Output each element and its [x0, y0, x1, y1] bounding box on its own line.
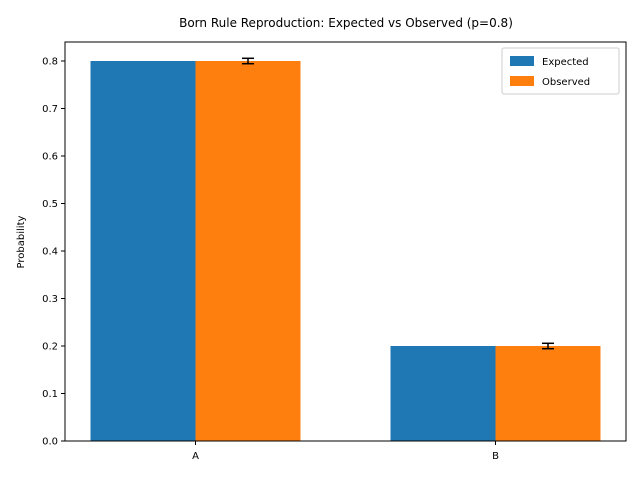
- y-tick-label: 0.5: [42, 199, 58, 210]
- y-tick-label: 0.6: [42, 152, 58, 163]
- bar-observed-a: [195, 61, 301, 441]
- legend: Expected Observed: [501, 47, 620, 95]
- plot-frame: [64, 41, 627, 442]
- y-tick-label: 0.1: [42, 389, 58, 400]
- y-axis-label: Probability: [16, 215, 27, 268]
- bars-group: [90, 61, 601, 441]
- bar-expected-b: [390, 346, 496, 441]
- x-tick-label-a: A: [192, 451, 199, 462]
- y-tick-label: 0.4: [42, 247, 58, 258]
- legend-label-observed: Observed: [542, 77, 590, 88]
- legend-swatch-observed: [510, 76, 534, 86]
- x-tick-label-b: B: [492, 451, 499, 462]
- legend-swatch-expected: [510, 56, 534, 66]
- y-tick-label: 0.2: [42, 342, 58, 353]
- bar-observed-b: [495, 346, 601, 441]
- y-tick-label: 0.0: [42, 437, 58, 448]
- y-tick-label: 0.3: [42, 294, 58, 305]
- legend-label-expected: Expected: [542, 57, 589, 68]
- bar-expected-a: [90, 61, 196, 441]
- chart-title: Born Rule Reproduction: Expected vs Obse…: [179, 16, 513, 30]
- y-tick-label: 0.8: [42, 57, 58, 68]
- error-bars-group: [242, 57, 554, 350]
- y-axis: 0.0 0.1 0.2 0.3 0.4 0.5 0.6 0.7 0.8: [42, 57, 65, 448]
- y-tick-label: 0.7: [42, 104, 58, 115]
